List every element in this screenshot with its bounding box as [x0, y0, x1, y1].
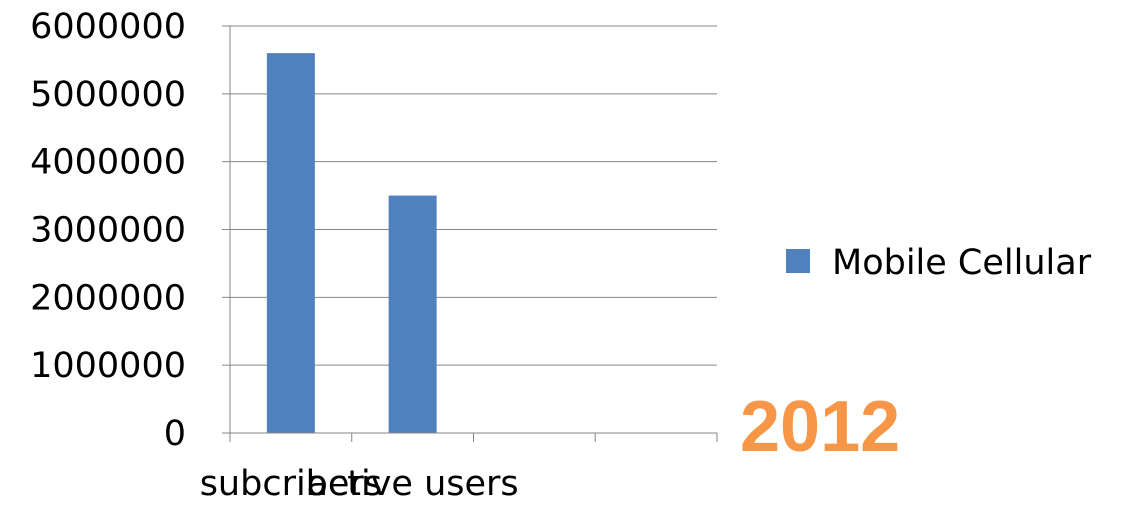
y-tick-label: 5000000 — [30, 75, 186, 115]
legend: Mobile Cellular — [786, 243, 1092, 283]
bars — [266, 53, 437, 434]
y-tick-label: 6000000 — [30, 7, 186, 47]
y-tick-label: 4000000 — [30, 143, 186, 183]
year-annotation: 2012 — [740, 387, 900, 467]
y-tick-label: 0 — [164, 414, 186, 454]
x-category-label: active users — [307, 464, 519, 504]
bar-active-users — [388, 195, 437, 433]
y-tick-label: 2000000 — [30, 278, 186, 318]
y-axis-tick-labels: 0 1000000 2000000 3000000 4000000 5000000 6000… — [30, 7, 186, 454]
y-tick-label: 1000000 — [30, 346, 186, 386]
x-category-label: subcribers — [200, 464, 382, 504]
legend-swatch-mobile-cellular — [786, 249, 810, 273]
y-tick-label: 3000000 — [30, 211, 186, 251]
legend-label-mobile-cellular: Mobile Cellular — [832, 243, 1092, 283]
axes — [222, 25, 718, 442]
bar-subcribers — [266, 53, 315, 434]
